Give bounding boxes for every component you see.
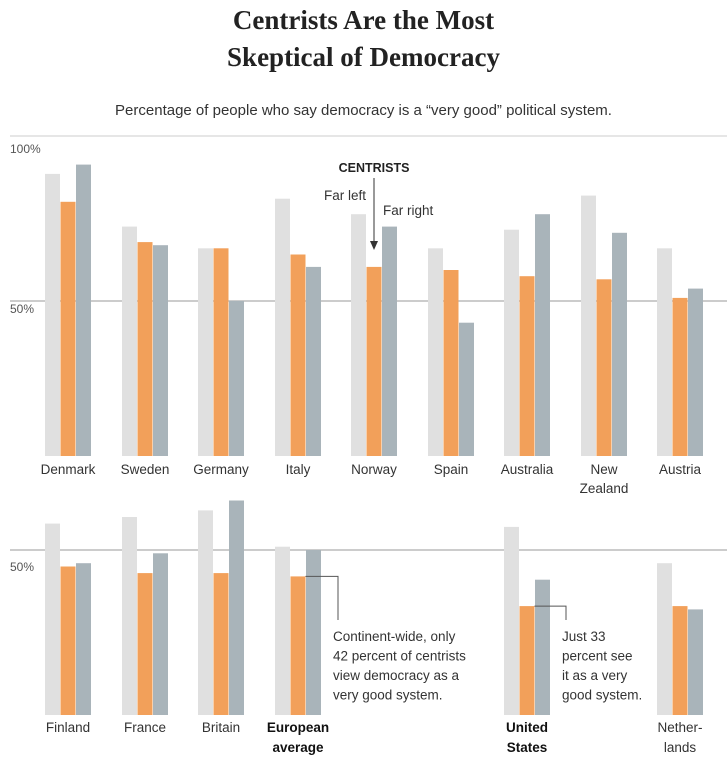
bar-far-right [153, 553, 168, 715]
european-annotation: Continent-wide, only [333, 629, 456, 644]
bar-far-left [45, 174, 60, 456]
category-label: Nether- [657, 720, 702, 735]
category-label: New [590, 462, 617, 477]
far-right-annotation: Far right [383, 203, 434, 218]
bar-centrists [291, 576, 306, 715]
category-label: Norway [351, 462, 397, 477]
bar-centrists [673, 606, 688, 715]
european-annotation: 42 percent of centrists [333, 649, 466, 664]
bar-centrists [138, 242, 153, 456]
bar-far-left [198, 510, 213, 715]
bar-centrists [214, 248, 229, 456]
category-label: Denmark [41, 462, 96, 477]
bar-centrists [673, 298, 688, 456]
bar-centrists [520, 276, 535, 456]
bar-centrists [291, 255, 306, 457]
bar-centrists [444, 270, 459, 456]
european-annotation: very good system. [333, 688, 443, 703]
category-label: Austria [659, 462, 702, 477]
european-annotation: view democracy as a [333, 668, 460, 683]
category-label: United [506, 720, 548, 735]
bar-far-right [535, 580, 550, 715]
bar-far-right [229, 301, 244, 456]
bar-centrists [61, 202, 76, 456]
centrists-arrow-head [370, 241, 378, 250]
category-label: Finland [46, 720, 90, 735]
category-label: Germany [193, 462, 249, 477]
bar-centrists [138, 573, 153, 715]
category-label: States [507, 740, 548, 755]
bar-far-right [688, 609, 703, 715]
bar-far-right [612, 233, 627, 456]
far-left-annotation: Far left [324, 188, 366, 203]
category-label: Zealand [580, 481, 629, 496]
bar-far-right [382, 227, 397, 456]
bar-far-left [657, 248, 672, 456]
category-label: European [267, 720, 329, 735]
bar-far-right [76, 165, 91, 456]
category-label: Sweden [121, 462, 170, 477]
us-annotation: good system. [562, 688, 642, 703]
bar-far-right [306, 550, 321, 715]
bar-far-right [306, 267, 321, 456]
bar-far-left [657, 563, 672, 715]
category-label: Spain [434, 462, 469, 477]
bar-far-right [535, 214, 550, 456]
bar-far-left [122, 227, 137, 456]
bar-centrists [214, 573, 229, 715]
category-label: average [272, 740, 324, 755]
bar-far-left [351, 214, 366, 456]
bar-far-left [122, 517, 137, 715]
bar-far-left [428, 248, 443, 456]
y-axis-label: 50% [10, 302, 34, 316]
category-label: Italy [286, 462, 311, 477]
bar-far-right [459, 323, 474, 456]
category-label: France [124, 720, 166, 735]
bar-centrists [61, 567, 76, 716]
us-annotation: it as a very [562, 668, 628, 683]
bar-chart: 100% 50% Denmark Sweden Germany Italy Norway Sp… [0, 0, 727, 768]
bar-far-left [504, 230, 519, 456]
bar-far-right [229, 501, 244, 716]
bar-far-right [76, 563, 91, 715]
bar-far-left [504, 527, 519, 715]
bar-centrists [367, 267, 382, 456]
bar-centrists [520, 606, 535, 715]
bar-far-left [45, 524, 60, 715]
us-annotation: Just 33 [562, 629, 606, 644]
category-label: Britain [202, 720, 240, 735]
category-label: Australia [501, 462, 554, 477]
us-annotation: percent see [562, 649, 633, 664]
bar-centrists [597, 279, 612, 456]
category-label: lands [664, 740, 697, 755]
bar-far-left [581, 196, 596, 456]
bar-far-left [275, 199, 290, 456]
y-axis-label: 50% [10, 560, 34, 574]
bar-far-right [688, 289, 703, 456]
centrists-annotation: CENTRISTS [339, 161, 410, 175]
y-axis-label: 100% [10, 142, 41, 156]
bar-far-left [198, 248, 213, 456]
bar-far-left [275, 547, 290, 715]
bar-far-right [153, 245, 168, 456]
